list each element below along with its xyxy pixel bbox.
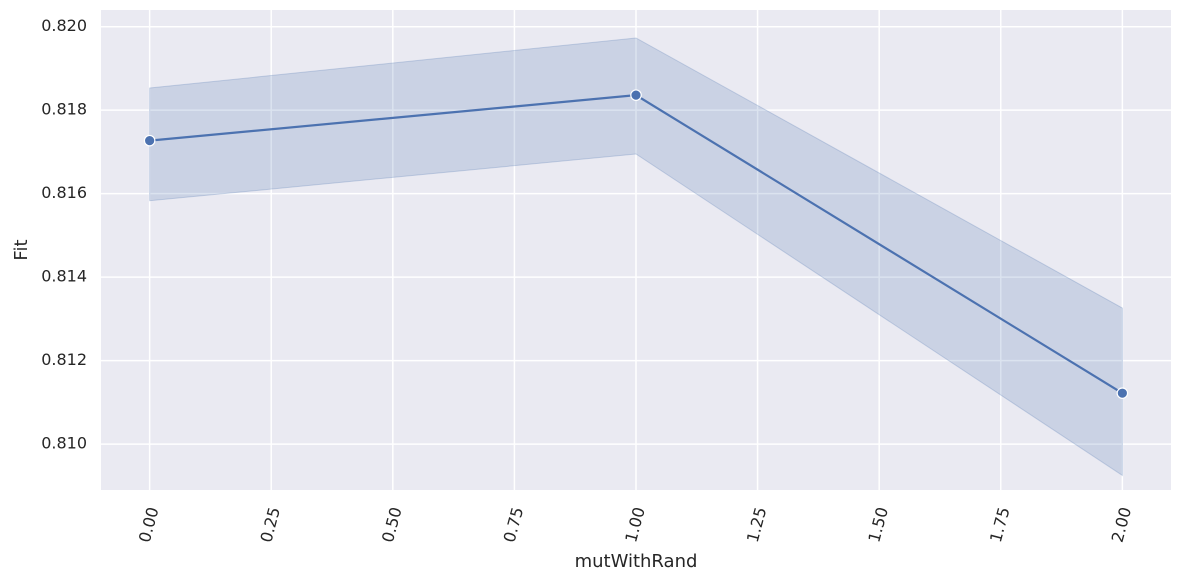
y-tick-label: 0.820	[41, 16, 87, 35]
y-tick-labels: 0.810 0.812 0.814 0.816 0.818 0.820	[41, 16, 87, 452]
data-points	[143, 89, 1129, 399]
x-tick-label: 0.25	[256, 505, 284, 544]
x-axis-label: mutWithRand	[575, 551, 698, 572]
x-tick-label: 1.50	[864, 505, 892, 544]
y-axis-label: Fit	[11, 239, 32, 260]
y-tick-label: 0.814	[41, 267, 87, 286]
x-tick-label: 1.25	[743, 505, 771, 544]
x-tick-label: 0.50	[378, 505, 406, 544]
y-tick-label: 0.812	[41, 350, 87, 369]
x-tick-label: 2.00	[1108, 505, 1136, 544]
x-tick-label: 1.75	[986, 505, 1014, 544]
x-tick-label: 1.00	[621, 505, 649, 544]
ci-band	[149, 37, 1123, 477]
x-tick-labels: 0.00 0.25 0.50 0.75 1.00 1.25 1.50 1.75 2.00	[135, 505, 1135, 544]
x-tick-label: 0.75	[500, 505, 528, 544]
data-point	[143, 134, 156, 147]
y-tick-label: 0.816	[41, 183, 87, 202]
gridlines	[101, 10, 1171, 490]
confidence-band	[149, 37, 1123, 477]
y-tick-label: 0.810	[41, 434, 87, 453]
x-tick-label: 0.00	[135, 505, 163, 544]
data-point	[630, 89, 642, 101]
y-tick-label: 0.818	[41, 100, 87, 119]
data-point	[1116, 387, 1129, 399]
